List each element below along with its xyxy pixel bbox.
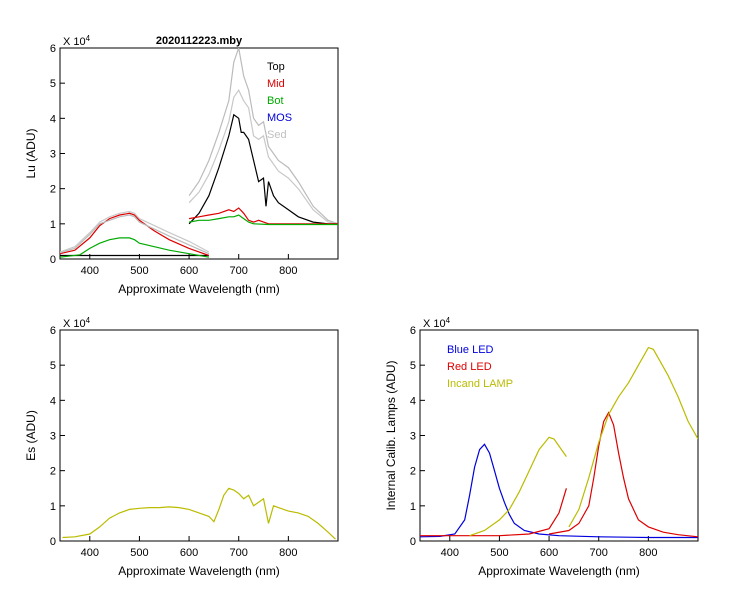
es-ytick-label: 1 bbox=[50, 501, 56, 513]
lu-xtick-label: 700 bbox=[230, 265, 248, 277]
lu-xtick-label: 800 bbox=[279, 265, 297, 277]
lamps-series-red-led bbox=[420, 488, 567, 537]
lamps-y-multiplier: X 104 bbox=[423, 316, 451, 330]
es-y-multiplier: X 104 bbox=[63, 316, 91, 330]
lu-series-sed-seg1a bbox=[60, 214, 210, 255]
lu-series-mid-seg2 bbox=[188, 207, 338, 225]
es-xtick-label: 800 bbox=[279, 547, 297, 559]
lu-ytick-label: 5 bbox=[50, 78, 56, 90]
lu-legend-mos: MOS bbox=[267, 112, 292, 124]
lu-series-sed-seg2a bbox=[188, 48, 338, 225]
lu-ytick-label: 1 bbox=[50, 219, 56, 231]
es-xtick-label: 400 bbox=[81, 547, 99, 559]
lu-legend-bot: Bot bbox=[267, 95, 284, 107]
lamps-series-incand-lamp-2 bbox=[568, 346, 698, 528]
es-xtick-label: 600 bbox=[180, 547, 198, 559]
lu-series-mid-seg1 bbox=[60, 212, 210, 257]
lamps-xtick-label: 600 bbox=[540, 547, 558, 559]
lu-y-multiplier-exp: 4 bbox=[86, 34, 91, 43]
es-y-multiplier-base: X 10 bbox=[63, 318, 86, 330]
lu-ytick-label: 6 bbox=[50, 43, 56, 55]
lamps-ytick-label: 4 bbox=[410, 395, 416, 407]
lamps-xtick-label: 700 bbox=[590, 547, 608, 559]
lu-ytick-label: 2 bbox=[50, 184, 56, 196]
lu-ytick-label: 4 bbox=[50, 113, 56, 125]
lu-y-axis-label: Lu (ADU) bbox=[24, 128, 38, 178]
es-ytick-label: 4 bbox=[50, 395, 56, 407]
lu-series-bot-seg1 bbox=[60, 237, 210, 258]
es-plot-frame bbox=[59, 329, 339, 542]
lamps-legend-incand-lamp: Incand LAMP bbox=[447, 378, 513, 390]
lu-y-multiplier: X 104 bbox=[63, 34, 91, 48]
lamps-ytick-label: 2 bbox=[410, 466, 416, 478]
es-ytick-label: 3 bbox=[50, 431, 56, 443]
lu-x-axis-label: Approximate Wavelength (nm) bbox=[118, 282, 280, 296]
lamps-ytick-label: 1 bbox=[410, 501, 416, 513]
es-xtick-label: 700 bbox=[230, 547, 248, 559]
lu-series-top-seg2 bbox=[188, 113, 338, 225]
lamps-series-red-led-2 bbox=[548, 411, 698, 538]
lamps-ytick-label: 6 bbox=[410, 325, 416, 337]
lamps-x-axis-label: Approximate Wavelength (nm) bbox=[478, 564, 640, 578]
lu-series-bot-seg2 bbox=[188, 214, 338, 226]
lu-series-sed-seg2b bbox=[188, 89, 338, 225]
lamps-xtick-label: 500 bbox=[490, 547, 508, 559]
lamps-series-incand-lamp bbox=[469, 436, 567, 537]
es-ytick-label: 0 bbox=[50, 536, 56, 548]
lu-xtick-label: 500 bbox=[130, 265, 148, 277]
lu-xtick-label: 400 bbox=[81, 265, 99, 277]
lu-legend-top: Top bbox=[267, 61, 285, 73]
lamps-ytick-label: 5 bbox=[410, 360, 416, 372]
lamps-ytick-label: 3 bbox=[410, 431, 416, 443]
lamps-y-multiplier-exp: 4 bbox=[446, 316, 451, 325]
es-y-multiplier-exp: 4 bbox=[86, 316, 91, 325]
es-y-axis-label: Es (ADU) bbox=[24, 410, 38, 461]
es-ytick-label: 6 bbox=[50, 325, 56, 337]
lamps-ytick-label: 0 bbox=[410, 536, 416, 548]
lamps-y-multiplier-base: X 10 bbox=[423, 318, 446, 330]
lu-legend-mid: Mid bbox=[267, 78, 285, 90]
lu-series-sed-seg1b bbox=[60, 210, 210, 253]
lu-xtick-label: 600 bbox=[180, 265, 198, 277]
lamps-series-blue-led bbox=[420, 443, 698, 539]
lu-title: 2020112223.mby bbox=[156, 35, 243, 47]
es-ytick-label: 2 bbox=[50, 466, 56, 478]
lamps-legend-red-led: Red LED bbox=[447, 361, 492, 373]
es-x-axis-label: Approximate Wavelength (nm) bbox=[118, 564, 280, 578]
lamps-xtick-label: 800 bbox=[639, 547, 657, 559]
es-xtick-label: 500 bbox=[130, 547, 148, 559]
lu-plot-frame bbox=[59, 47, 339, 260]
lamps-legend-blue-led: Blue LED bbox=[447, 344, 494, 356]
lu-ytick-label: 3 bbox=[50, 149, 56, 161]
lu-ytick-label: 0 bbox=[50, 254, 56, 266]
es-ytick-label: 5 bbox=[50, 360, 56, 372]
es-series-es bbox=[62, 487, 336, 540]
lu-y-multiplier-base: X 10 bbox=[63, 36, 86, 48]
lu-legend-sed: Sed bbox=[267, 129, 287, 141]
lamps-xtick-label: 400 bbox=[441, 547, 459, 559]
lamps-y-axis-label: Internal Calib. Lamps (ADU) bbox=[384, 360, 398, 510]
